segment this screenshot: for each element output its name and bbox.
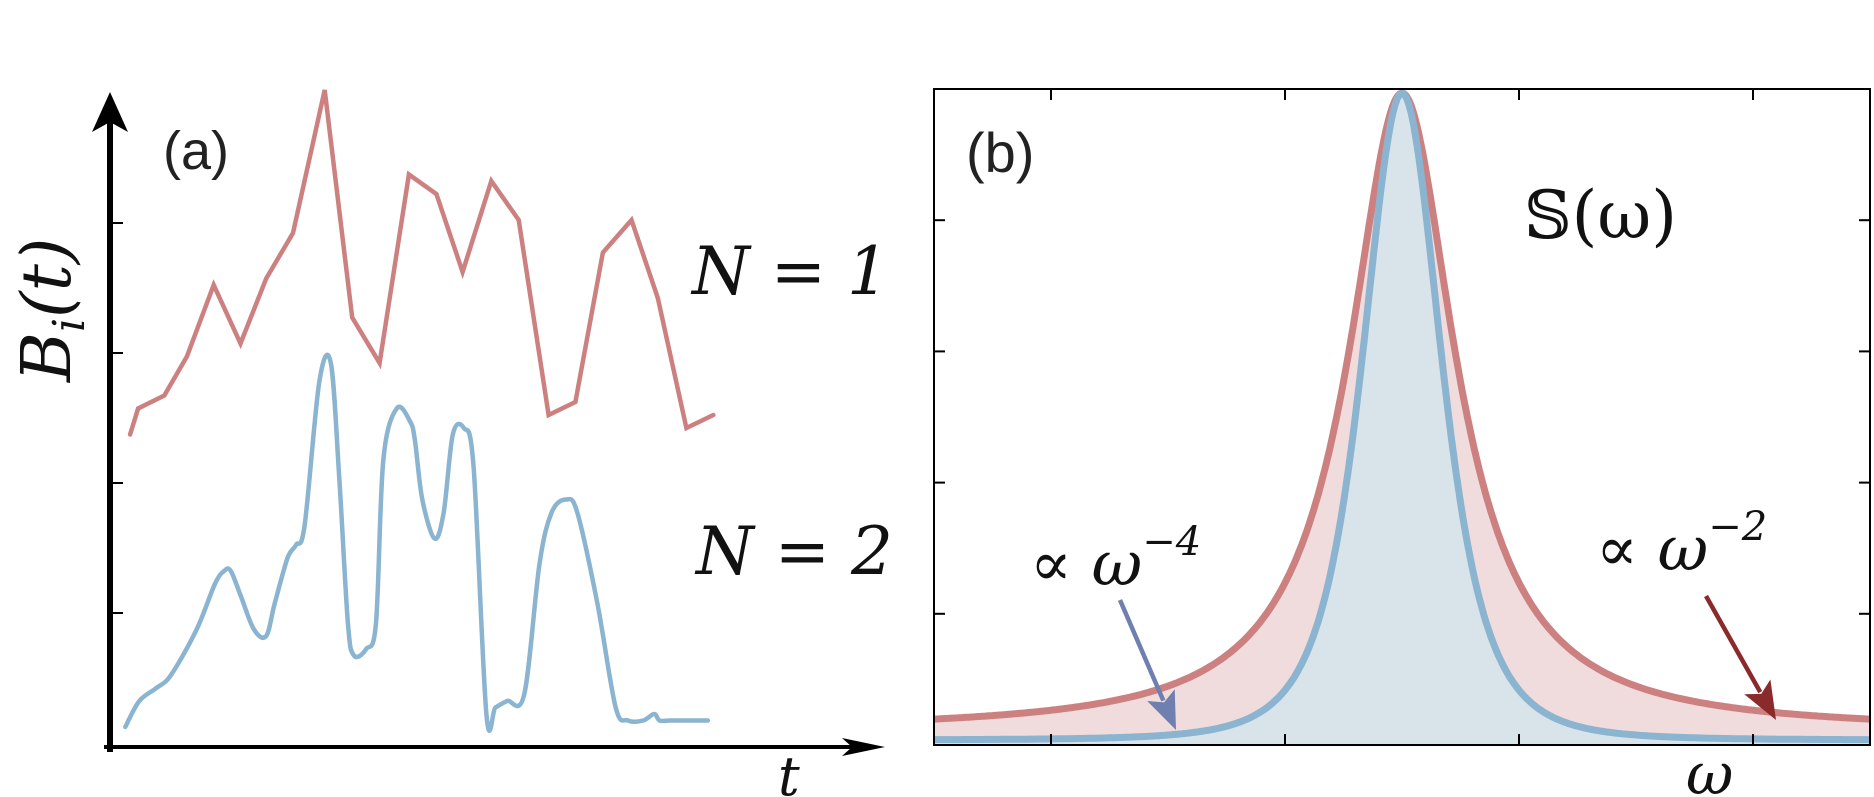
ylabel-sub: i <box>44 318 95 332</box>
svg-text:Bi(t): Bi(t) <box>8 238 95 384</box>
spectrum-curve-n2 <box>932 89 1872 744</box>
annotation-n2-exp: −4 <box>1142 519 1201 565</box>
panel-label-b: (b) <box>966 121 1034 184</box>
arrow-n1-tail-shaft <box>1704 594 1763 694</box>
ticks-b <box>934 89 1870 745</box>
x-axis-label-a: t <box>778 745 800 797</box>
arrow-n1-tail-head <box>1744 679 1776 720</box>
series-label-n1: N = 1 <box>690 233 889 310</box>
series-a <box>123 89 716 733</box>
x-axis-label-b: ω <box>1686 740 1733 797</box>
ylabel-main: B <box>8 332 87 384</box>
annotation-n1-tail: ∝ ω−2 <box>1596 504 1767 585</box>
annotation-n1-text: ∝ ω <box>1596 512 1708 585</box>
series-line-n2 <box>123 352 711 733</box>
area-fill-n2 <box>934 93 1870 745</box>
ylabel-arg: (t) <box>8 238 87 318</box>
panel-b: (b) 𝕊(ω) ∝ ω−4 ∝ ω−2 ω <box>932 88 1872 797</box>
arrow-n2-tail-shaft <box>1117 599 1166 702</box>
annotation-arrows <box>1117 594 1776 730</box>
annotation-n1-exp: −2 <box>1708 504 1767 550</box>
series-line-n1 <box>127 89 716 437</box>
plot-frame-b <box>933 88 1871 746</box>
plot-b <box>932 89 1872 745</box>
series-label-n2: N = 2 <box>694 513 893 590</box>
curve-label-b: 𝕊(ω) <box>1524 177 1677 254</box>
y-ticks-a <box>110 222 123 614</box>
x-axis-arrowhead <box>842 738 885 756</box>
y-axis-label-a: Bi(t) <box>8 238 95 384</box>
panel-label-a: (a) <box>163 121 229 181</box>
y-axis-arrowhead <box>92 92 128 132</box>
annotation-n2-text: ∝ ω <box>1030 527 1142 600</box>
annotation-n2-tail: ∝ ω−4 <box>1030 519 1201 600</box>
arrow-n2-tail-head <box>1147 689 1176 730</box>
panel-a: (a) Bi(t) t N = 1 N = 2 <box>8 89 893 797</box>
